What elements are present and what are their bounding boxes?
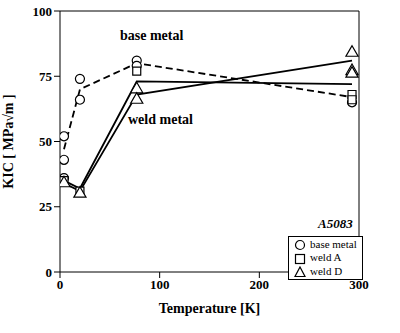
html-text:weld metal: weld metal	[128, 112, 193, 127]
svg-text:KIC [ MPa√m ]: KIC [ MPa√m ]	[8, 94, 16, 188]
html-text:base metal: base metal	[310, 238, 357, 250]
html-text:weld D: weld D	[310, 264, 343, 277]
html-text:base metal: base metal	[120, 28, 184, 43]
svg-text:50: 50	[39, 134, 52, 149]
svg-text:300: 300	[349, 277, 369, 293]
svg-text:100: 100	[33, 4, 53, 19]
svg-text:0: 0	[57, 277, 64, 292]
html-text:weld A: weld A	[310, 251, 342, 264]
svg-text:100: 100	[150, 277, 170, 292]
svg-text:Temperature [K]: Temperature [K]	[159, 301, 260, 316]
svg-text:75: 75	[39, 69, 53, 84]
svg-text:0: 0	[46, 265, 53, 280]
svg-text:200: 200	[250, 277, 270, 292]
html-text:A5083: A5083	[318, 216, 353, 231]
svg-text:25: 25	[39, 199, 53, 214]
